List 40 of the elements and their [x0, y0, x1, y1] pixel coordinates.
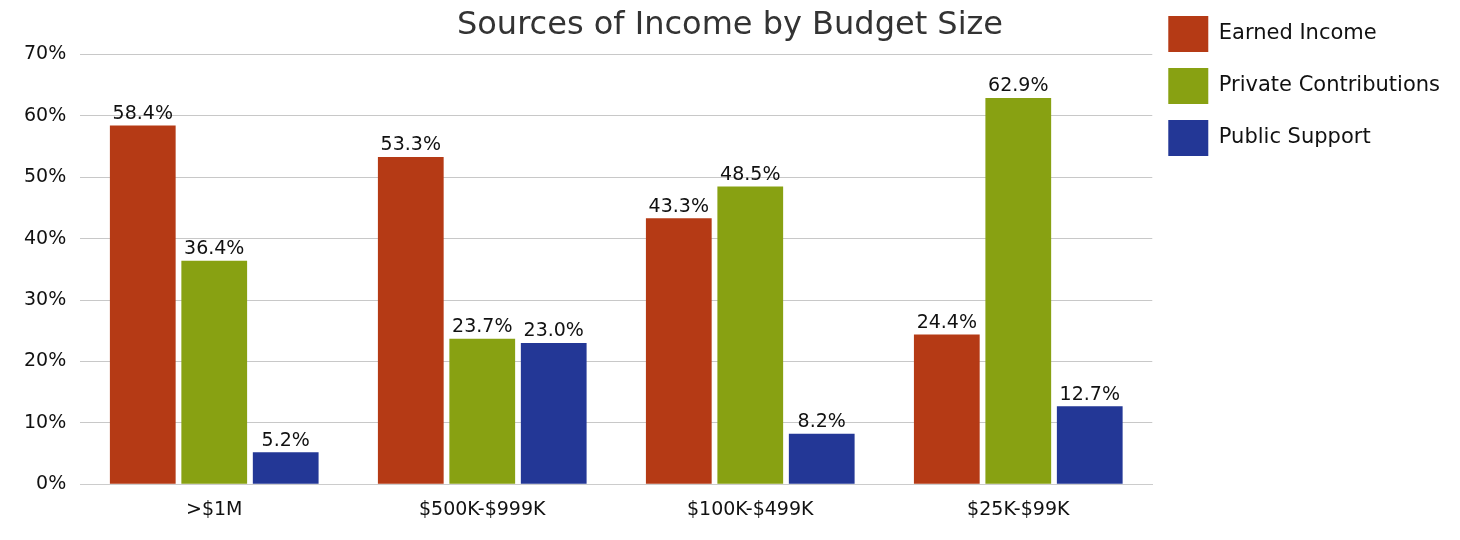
bar — [717, 186, 784, 484]
y-tick-label: 10% — [24, 409, 67, 432]
bar — [788, 433, 855, 484]
y-tick-label: 30% — [24, 286, 67, 309]
x-tick-label: $100K-$499K — [687, 496, 815, 519]
data-label: 24.4% — [916, 309, 977, 332]
y-tick-label: 60% — [24, 102, 67, 125]
data-label: 23.0% — [523, 318, 584, 341]
bar — [109, 125, 176, 484]
x-tick-label: >$1M — [185, 496, 243, 519]
bar — [913, 334, 980, 484]
chart-title: Sources of Income by Budget Size — [456, 3, 1004, 42]
data-label: 23.7% — [452, 314, 513, 337]
data-label: 5.2% — [261, 427, 310, 450]
bar — [252, 452, 319, 484]
y-tick-label: 40% — [24, 225, 67, 248]
x-tick-label: $500K-$999K — [419, 496, 547, 519]
data-label: 62.9% — [988, 73, 1049, 96]
data-label: 48.5% — [720, 161, 781, 184]
data-label: 43.3% — [648, 193, 709, 216]
bar — [1056, 406, 1123, 484]
bar — [520, 342, 587, 484]
bar — [377, 156, 444, 484]
data-label: 53.3% — [380, 132, 441, 155]
bar — [181, 260, 248, 484]
legend-label: Earned Income — [1218, 20, 1377, 45]
y-tick-label: 70% — [24, 41, 67, 64]
y-tick-label: 50% — [24, 164, 67, 187]
y-tick-label: 20% — [24, 348, 67, 371]
data-label: 58.4% — [112, 101, 173, 124]
bar — [985, 97, 1052, 484]
data-label: 8.2% — [797, 409, 846, 432]
y-tick-label: 0% — [36, 471, 67, 494]
data-label: 36.4% — [184, 236, 245, 259]
bar — [449, 338, 516, 484]
bar — [645, 218, 712, 484]
legend-label: Public Support — [1218, 124, 1371, 149]
data-label: 12.7% — [1059, 381, 1120, 404]
x-tick-label: $25K-$99K — [967, 496, 1070, 519]
legend-label: Private Contributions — [1218, 72, 1440, 97]
